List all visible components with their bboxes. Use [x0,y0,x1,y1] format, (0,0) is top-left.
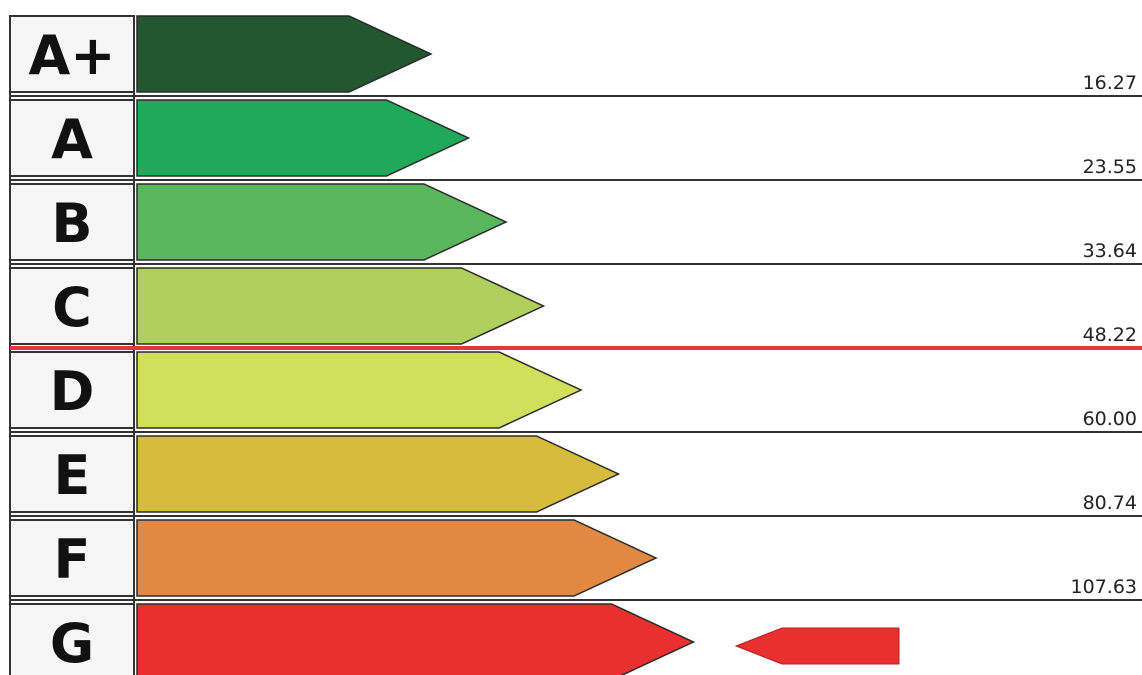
rating-arrow-A [137,100,469,176]
rating-arrows [137,16,694,675]
rating-arrow-G [137,604,694,675]
threshold-label: 33.64 [1083,240,1137,262]
grade-label: D [50,360,95,423]
grade-label: E [54,444,91,507]
threshold-labels: 16.27 23.55 33.64 48.22 60.00 80.74 107.63 [1071,72,1137,598]
grade-label: A [51,108,93,171]
threshold-label: 16.27 [1083,72,1137,94]
threshold-label: 60.00 [1083,408,1137,430]
grade-label: B [51,192,92,255]
grade-label: C [52,276,92,339]
threshold-label: 107.63 [1071,576,1137,598]
rating-arrow-F [137,520,656,596]
grade-label: G [50,612,94,675]
threshold-label: 48.22 [1083,324,1137,346]
rating-markers [736,628,899,664]
rating-arrow-A+ [137,16,431,92]
rating-indicator-arrow [736,628,899,664]
grade-label: F [54,528,91,591]
threshold-label: 80.74 [1083,492,1137,514]
rating-arrow-E [137,436,619,512]
rating-arrow-C [137,268,544,344]
threshold-label: 23.55 [1083,156,1137,178]
rating-arrow-D [137,352,581,428]
rating-arrow-B [137,184,506,260]
grade-label: A+ [28,24,115,87]
